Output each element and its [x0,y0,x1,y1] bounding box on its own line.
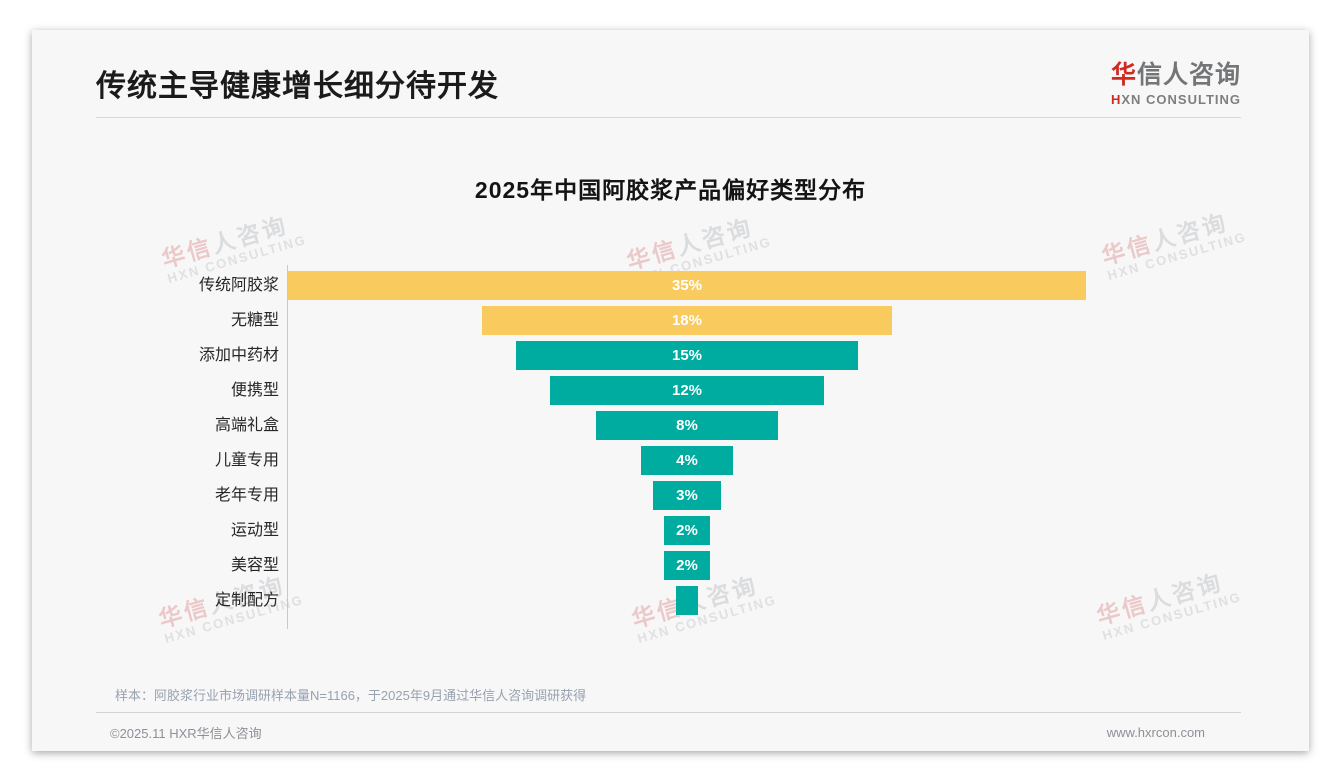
copyright-text: ©2025.11 HXR华信人咨询 [110,725,262,741]
company-logo: 华信人咨询 HXN CONSULTING [1111,55,1241,107]
category-axis: 传统阿胶浆无糖型添加中药材便携型高端礼盒儿童专用老年专用运动型美容型定制配方 [32,265,287,629]
sample-footnote: 样本：阿胶浆行业市场调研样本量N=1166，于2025年9月通过华信人咨询调研获… [115,688,587,703]
category-label: 老年专用 [214,487,279,504]
header: 传统主导健康增长细分待开发 华信人咨询 HXN CONSULTING [96,30,1241,118]
bar-row: 4% [288,446,1086,475]
logo-en-text: HXN CONSULTING [1110,92,1241,107]
category-label: 便携型 [230,382,279,399]
funnel-bar: 35% [288,271,1086,300]
bar-row: 18% [288,306,1086,335]
bar-row: 3% [288,481,1086,510]
funnel-bar: 8% [595,411,779,440]
funnel-bar: 12% [550,376,824,405]
bar-row: 2% [288,516,1086,545]
slide-card: 华信人咨询 HXN CONSULTING 华信人咨询 HXN CONSULTIN… [32,30,1309,751]
funnel-chart: 传统阿胶浆无糖型添加中药材便携型高端礼盒儿童专用老年专用运动型美容型定制配方 3… [32,265,1086,629]
bar-row: 8% [288,411,1086,440]
funnel-bar: 4% [641,446,733,475]
bar-row: 15% [288,341,1086,370]
funnel-bar: 2% [664,551,710,580]
funnel-bar: 3% [652,481,722,510]
bar-row: 35% [288,271,1086,300]
category-label: 添加中药材 [198,347,279,364]
watermark: 华信人咨询 HXN CONSULTING [1098,208,1249,284]
funnel-bar: 2% [664,516,710,545]
logo-cn-text: 华信人咨询 [1110,61,1241,89]
chart-title: 2025年中国阿胶浆产品偏好类型分布 [474,177,867,203]
footer: ©2025.11 HXR华信人咨询 www.hxrcon.com [96,712,1241,751]
category-label: 儿童专用 [214,452,279,469]
watermark: 华信人咨询 HXN CONSULTING [1093,568,1244,644]
website-url: www.hxrcon.com [1106,724,1205,740]
category-label: 美容型 [230,557,279,574]
bar-row [288,586,1086,615]
funnel-bar [675,586,699,615]
category-label: 无糖型 [230,312,279,329]
category-label: 高端礼盒 [214,417,279,434]
bar-row: 12% [288,376,1086,405]
bar-row: 2% [288,551,1086,580]
category-label: 定制配方 [214,592,279,609]
category-label: 传统阿胶浆 [198,277,279,294]
plot-area: 35% 18% 15% 12% 8% 4% 3% 2% 2% [287,265,1086,629]
funnel-bar: 18% [481,306,893,335]
page-title: 传统主导健康增长细分待开发 [96,70,499,103]
funnel-bar: 15% [516,341,858,370]
category-label: 运动型 [230,522,279,539]
